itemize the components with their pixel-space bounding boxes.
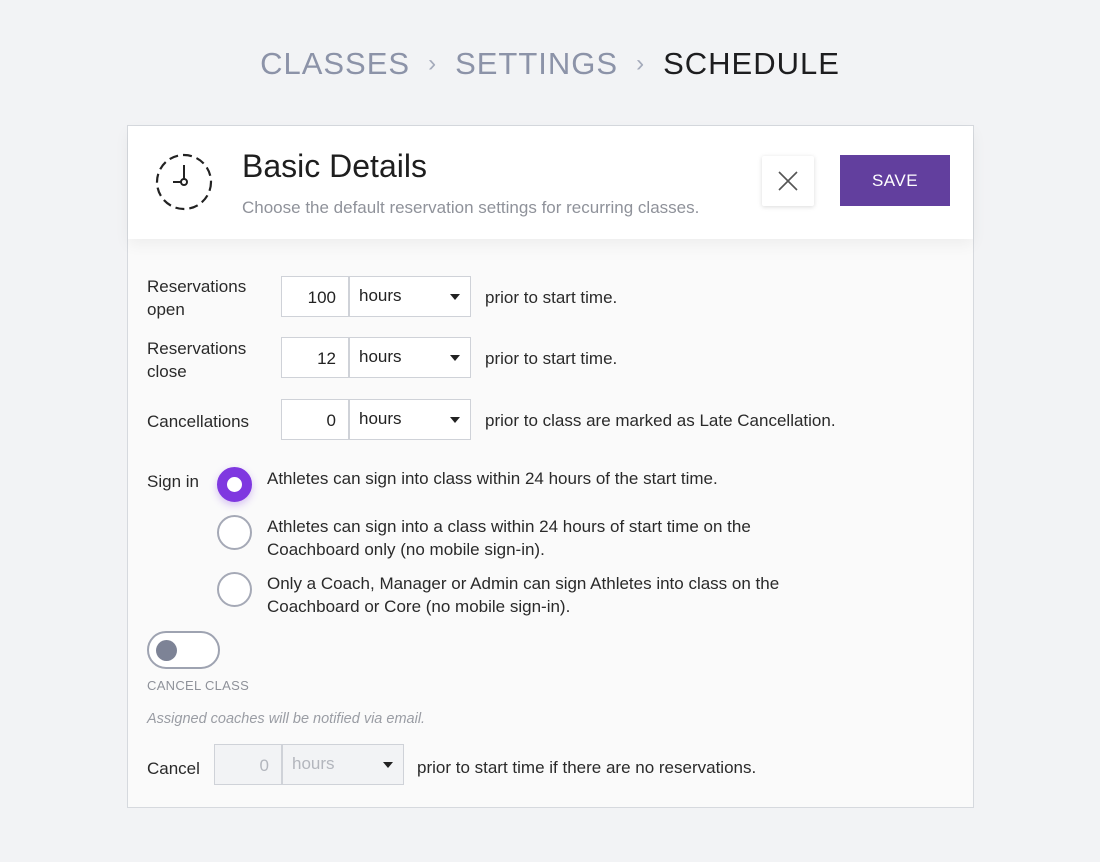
row-suffix: prior to class are marked as Late Cancel…: [485, 411, 836, 430]
chevron-right-icon: ›: [428, 49, 438, 77]
row-label: Cancellations: [147, 412, 250, 431]
caret-down-icon: [450, 294, 460, 300]
caret-down-icon: [450, 417, 460, 423]
sign-in-option-2[interactable]: Athletes can sign into a class within 24…: [267, 517, 751, 559]
breadcrumb-schedule: SCHEDULE: [663, 45, 840, 81]
cancel-hours-input[interactable]: 0: [214, 744, 282, 785]
toggle-knob: [156, 640, 177, 661]
cancel-unit-select[interactable]: hours: [282, 744, 404, 785]
caret-down-icon: [383, 762, 393, 768]
cancel-class-toggle[interactable]: [147, 631, 220, 669]
select-value: hours: [292, 754, 335, 773]
sign-in-label: Sign in: [147, 472, 199, 491]
close-button[interactable]: [762, 156, 814, 206]
clock-icon: [155, 153, 213, 211]
card-title: Basic Details: [242, 148, 427, 184]
save-button[interactable]: SAVE: [840, 155, 950, 206]
close-icon: [778, 171, 798, 191]
sign-in-radio-1[interactable]: [217, 467, 252, 502]
select-value: hours: [359, 286, 402, 305]
breadcrumb-classes[interactable]: CLASSES: [260, 45, 411, 81]
caret-down-icon: [450, 355, 460, 361]
row-label: Reservations open: [147, 277, 247, 319]
select-value: hours: [359, 409, 402, 428]
cancel-class-label: CANCEL CLASS: [147, 678, 250, 693]
reservations-open-input[interactable]: 100: [281, 276, 349, 317]
card-subtitle: Choose the default reservation settings …: [242, 198, 700, 217]
row-label: Cancel: [147, 759, 200, 778]
breadcrumb-settings[interactable]: SETTINGS: [455, 45, 619, 81]
card-header: Basic Details Choose the default reserva…: [128, 126, 973, 239]
row-suffix: prior to start time if there are no rese…: [417, 758, 757, 777]
sign-in-radio-2[interactable]: [217, 515, 252, 550]
cancellations-input[interactable]: 0: [281, 399, 349, 440]
breadcrumb: CLASSES › SETTINGS › SCHEDULE: [0, 44, 1100, 82]
reservations-open-unit-select[interactable]: hours: [349, 276, 471, 317]
row-suffix: prior to start time.: [485, 288, 618, 307]
basic-details-card: Basic Details Choose the default reserva…: [127, 125, 974, 808]
chevron-right-icon: ›: [636, 49, 646, 77]
sign-in-option-1[interactable]: Athletes can sign into class within 24 h…: [267, 469, 718, 488]
row-label: Reservations close: [147, 339, 247, 381]
row-suffix: prior to start time.: [485, 349, 618, 368]
reservations-close-input[interactable]: 12: [281, 337, 349, 378]
sign-in-option-3[interactable]: Only a Coach, Manager or Admin can sign …: [267, 574, 780, 616]
cancellations-unit-select[interactable]: hours: [349, 399, 471, 440]
reservations-close-unit-select[interactable]: hours: [349, 337, 471, 378]
sign-in-radio-3[interactable]: [217, 572, 252, 607]
select-value: hours: [359, 347, 402, 366]
cancel-class-note: Assigned coaches will be notified via em…: [147, 711, 426, 727]
